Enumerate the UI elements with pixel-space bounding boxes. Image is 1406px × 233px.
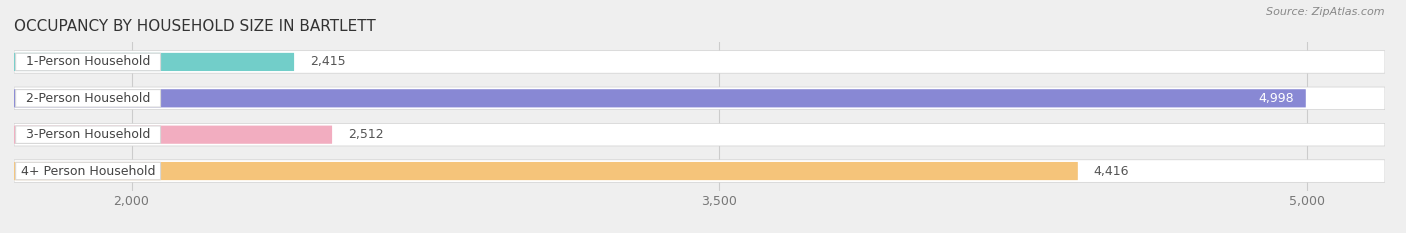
- Text: OCCUPANCY BY HOUSEHOLD SIZE IN BARTLETT: OCCUPANCY BY HOUSEHOLD SIZE IN BARTLETT: [14, 19, 375, 34]
- Text: 2,512: 2,512: [347, 128, 384, 141]
- FancyBboxPatch shape: [14, 123, 1385, 146]
- Text: 2,415: 2,415: [309, 55, 346, 69]
- Text: 2-Person Household: 2-Person Household: [25, 92, 150, 105]
- FancyBboxPatch shape: [14, 126, 332, 144]
- FancyBboxPatch shape: [14, 160, 1385, 182]
- Text: 3-Person Household: 3-Person Household: [25, 128, 150, 141]
- FancyBboxPatch shape: [15, 89, 160, 107]
- FancyBboxPatch shape: [14, 53, 294, 71]
- FancyBboxPatch shape: [15, 126, 160, 144]
- FancyBboxPatch shape: [14, 89, 1306, 107]
- FancyBboxPatch shape: [15, 53, 160, 71]
- FancyBboxPatch shape: [14, 87, 1385, 110]
- FancyBboxPatch shape: [14, 51, 1385, 73]
- Text: 4,998: 4,998: [1258, 92, 1294, 105]
- Text: 1-Person Household: 1-Person Household: [25, 55, 150, 69]
- Text: 4,416: 4,416: [1094, 164, 1129, 178]
- FancyBboxPatch shape: [14, 162, 1078, 180]
- Text: 4+ Person Household: 4+ Person Household: [21, 164, 155, 178]
- Text: Source: ZipAtlas.com: Source: ZipAtlas.com: [1267, 7, 1385, 17]
- FancyBboxPatch shape: [15, 162, 160, 180]
